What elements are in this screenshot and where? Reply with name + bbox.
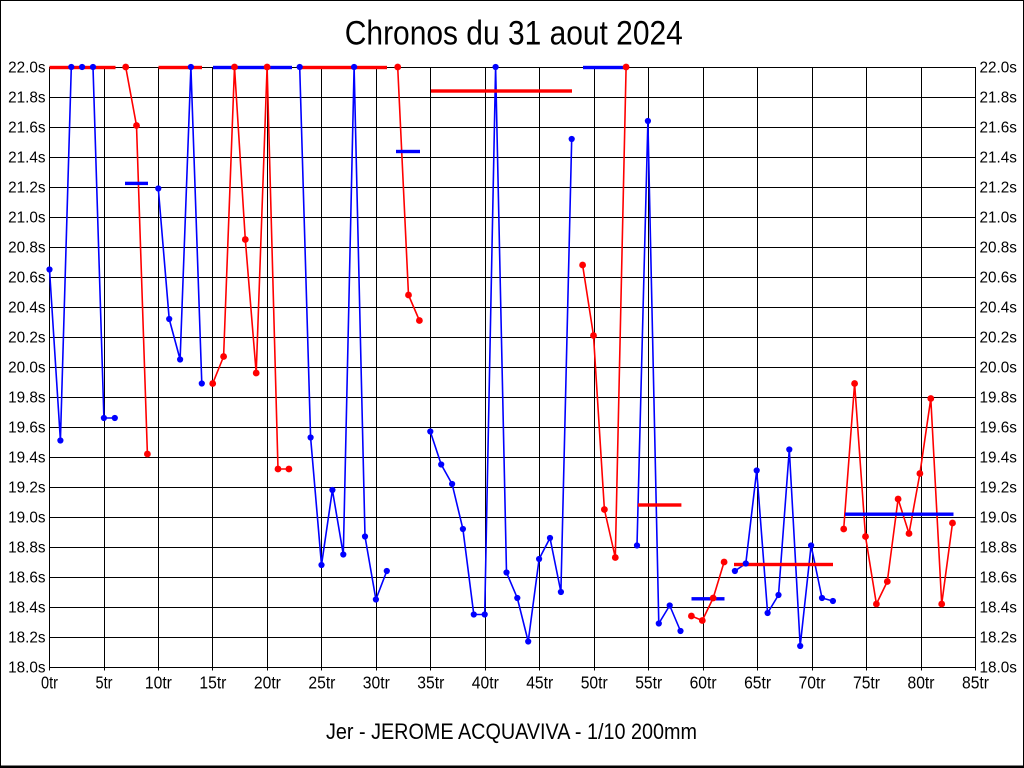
svg-text:20.8s: 20.8s — [980, 239, 1018, 256]
svg-text:19.0s: 19.0s — [8, 509, 46, 526]
svg-text:19.2s: 19.2s — [8, 479, 46, 496]
svg-text:21.0s: 21.0s — [980, 209, 1018, 226]
svg-text:18.2s: 18.2s — [980, 629, 1018, 646]
svg-text:15tr: 15tr — [199, 673, 226, 693]
svg-text:20.8s: 20.8s — [8, 239, 46, 256]
svg-text:21.4s: 21.4s — [8, 149, 46, 166]
svg-text:19.4s: 19.4s — [980, 449, 1018, 466]
svg-text:21.4s: 21.4s — [980, 149, 1018, 166]
svg-text:21.6s: 21.6s — [8, 119, 46, 136]
svg-text:20.0s: 20.0s — [8, 359, 46, 376]
svg-text:20.2s: 20.2s — [8, 329, 46, 346]
svg-text:50tr: 50tr — [581, 673, 608, 693]
svg-text:55tr: 55tr — [635, 673, 662, 693]
svg-text:19.6s: 19.6s — [8, 419, 46, 436]
svg-text:18.4s: 18.4s — [980, 599, 1018, 616]
svg-text:85tr: 85tr — [962, 673, 989, 693]
svg-text:20.6s: 20.6s — [980, 269, 1018, 286]
svg-text:19.6s: 19.6s — [980, 419, 1018, 436]
svg-text:Jer - JEROME ACQUAVIVA - 1/10: Jer - JEROME ACQUAVIVA - 1/10 200mm — [326, 719, 697, 744]
svg-text:0tr: 0tr — [41, 673, 58, 693]
svg-text:19.2s: 19.2s — [980, 479, 1018, 496]
svg-text:25tr: 25tr — [308, 673, 335, 693]
svg-text:22.0s: 22.0s — [8, 59, 46, 76]
svg-text:21.8s: 21.8s — [8, 89, 46, 106]
svg-text:18.0s: 18.0s — [8, 659, 46, 676]
svg-text:18.6s: 18.6s — [980, 569, 1018, 586]
svg-text:5tr: 5tr — [96, 673, 113, 693]
svg-text:19.4s: 19.4s — [8, 449, 46, 466]
svg-text:20tr: 20tr — [254, 673, 281, 693]
svg-text:20.6s: 20.6s — [8, 269, 46, 286]
svg-text:21.2s: 21.2s — [8, 179, 46, 196]
svg-text:20.4s: 20.4s — [980, 299, 1018, 316]
svg-text:21.6s: 21.6s — [980, 119, 1018, 136]
svg-text:65tr: 65tr — [744, 673, 771, 693]
svg-text:Chronos du 31 aout 2024: Chronos du 31 aout 2024 — [345, 15, 683, 53]
svg-text:18.0s: 18.0s — [980, 659, 1018, 676]
svg-text:18.8s: 18.8s — [980, 539, 1018, 556]
svg-text:60tr: 60tr — [690, 673, 717, 693]
svg-text:35tr: 35tr — [417, 673, 444, 693]
svg-text:22.0s: 22.0s — [980, 59, 1018, 76]
svg-text:18.2s: 18.2s — [8, 629, 46, 646]
svg-text:80tr: 80tr — [908, 673, 935, 693]
svg-text:20.4s: 20.4s — [8, 299, 46, 316]
svg-text:18.8s: 18.8s — [8, 539, 46, 556]
svg-text:18.6s: 18.6s — [8, 569, 46, 586]
svg-text:40tr: 40tr — [472, 673, 499, 693]
svg-text:45tr: 45tr — [526, 673, 553, 693]
svg-text:21.0s: 21.0s — [8, 209, 46, 226]
svg-text:70tr: 70tr — [799, 673, 826, 693]
svg-text:19.0s: 19.0s — [980, 509, 1018, 526]
svg-text:21.2s: 21.2s — [980, 179, 1018, 196]
svg-text:30tr: 30tr — [363, 673, 390, 693]
svg-text:10tr: 10tr — [145, 673, 172, 693]
svg-text:19.8s: 19.8s — [8, 389, 46, 406]
svg-text:20.2s: 20.2s — [980, 329, 1018, 346]
svg-text:21.8s: 21.8s — [980, 89, 1018, 106]
svg-text:18.4s: 18.4s — [8, 599, 46, 616]
svg-text:19.8s: 19.8s — [980, 389, 1018, 406]
svg-text:75tr: 75tr — [853, 673, 880, 693]
svg-text:20.0s: 20.0s — [980, 359, 1018, 376]
